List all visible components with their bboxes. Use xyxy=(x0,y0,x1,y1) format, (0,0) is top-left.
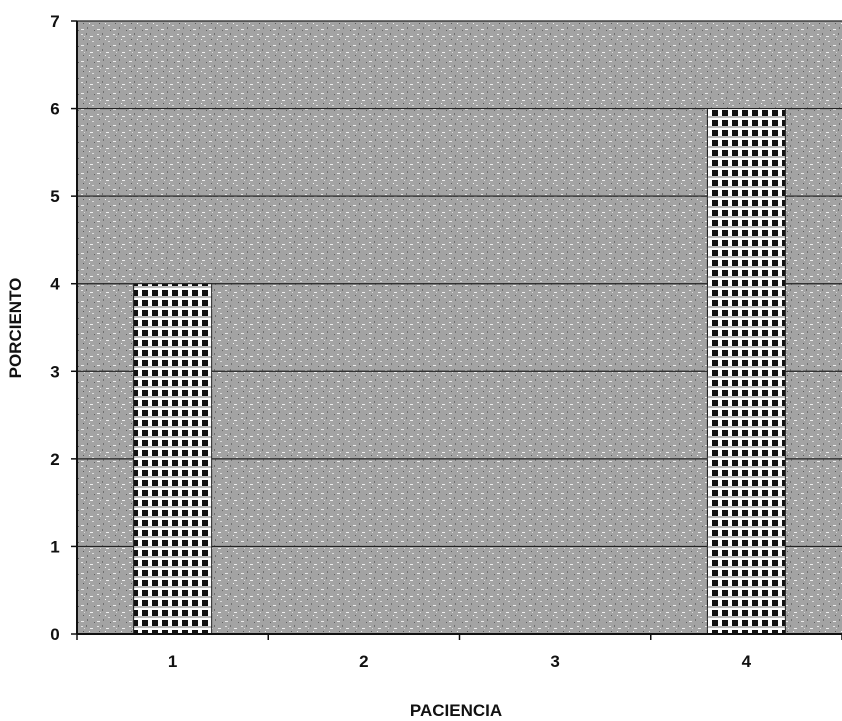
y-tick-labels: 0 1 2 3 4 5 6 7 xyxy=(50,12,60,644)
y-tick-label: 4 xyxy=(50,275,60,294)
y-tick-label: 5 xyxy=(50,187,59,206)
y-axis-title: PORCIENTO xyxy=(6,278,25,379)
x-axis-title: PACIENCIA xyxy=(410,701,502,720)
x-tick-label: 2 xyxy=(359,652,368,671)
y-tick-label: 1 xyxy=(50,537,59,556)
bar xyxy=(706,108,786,635)
x-tick-label: 4 xyxy=(742,652,752,671)
y-tick-label: 6 xyxy=(50,100,59,119)
y-tick-label: 7 xyxy=(50,12,59,31)
x-tick-label: 1 xyxy=(168,652,177,671)
axes xyxy=(71,20,842,640)
y-tick-label: 0 xyxy=(50,625,59,644)
y-tick-label: 2 xyxy=(50,450,59,469)
x-tick-label: 3 xyxy=(550,652,559,671)
bar xyxy=(133,283,213,635)
x-tick-labels: 1 2 3 4 xyxy=(168,652,752,671)
y-tick-label: 3 xyxy=(50,362,59,381)
bars xyxy=(133,108,786,635)
